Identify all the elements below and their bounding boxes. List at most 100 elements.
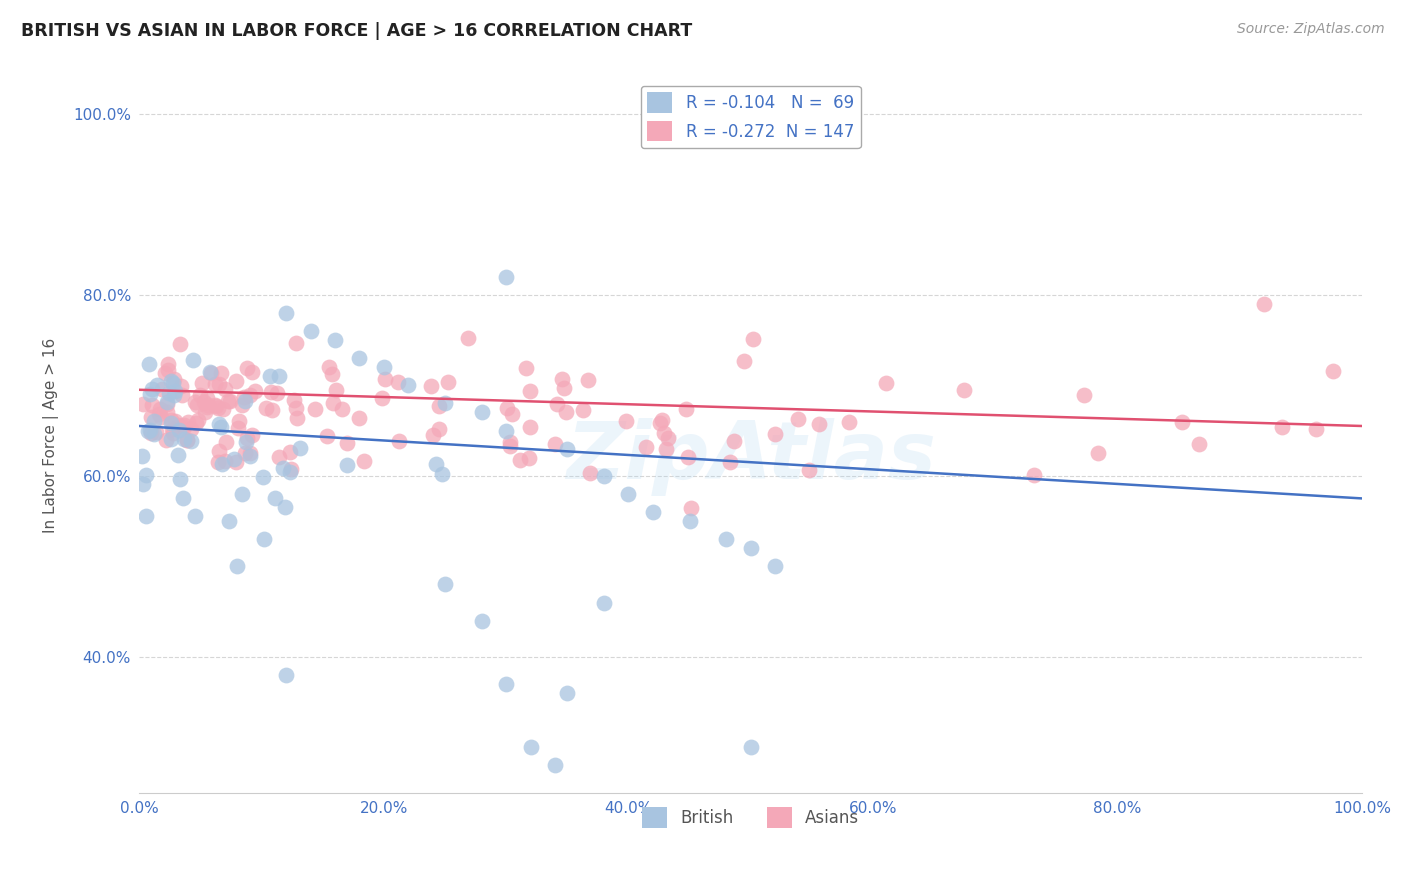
Point (142, 414, 165, 428)
Point (304, 402, 326, 417)
Point (420, 379, 443, 393)
Point (240, 365, 263, 379)
Point (131, 449, 153, 463)
Point (240, 427, 263, 442)
Point (349, 351, 371, 365)
Point (285, 410, 308, 425)
Point (519, 420, 541, 434)
Point (214, 454, 236, 468)
Point (138, 423, 160, 437)
Point (135, 509, 157, 524)
Point (336, 458, 359, 472)
Point (349, 411, 371, 425)
Point (274, 306, 297, 320)
Point (267, 450, 290, 465)
Point (593, 468, 616, 483)
Point (655, 442, 678, 457)
Point (740, 740, 762, 755)
Point (226, 559, 249, 574)
Point (208, 443, 231, 458)
Point (374, 372, 396, 386)
Point (509, 453, 531, 467)
Point (678, 514, 700, 528)
Point (650, 416, 672, 430)
Point (617, 487, 640, 501)
Point (139, 426, 162, 441)
Point (278, 465, 301, 479)
Point (207, 401, 229, 415)
Point (323, 333, 346, 347)
Point (321, 367, 343, 381)
Point (550, 371, 572, 385)
Point (156, 397, 179, 411)
Point (1305, 421, 1327, 435)
Point (167, 449, 190, 463)
Point (132, 397, 155, 411)
Point (148, 407, 170, 421)
Point (496, 401, 519, 415)
Point (740, 541, 762, 556)
Point (184, 417, 207, 431)
Point (388, 434, 411, 448)
Point (353, 453, 375, 467)
Point (252, 469, 274, 483)
Point (142, 426, 165, 441)
Point (572, 402, 595, 417)
Point (457, 330, 479, 344)
Point (373, 360, 395, 375)
Point (283, 393, 305, 408)
Point (236, 360, 259, 375)
Point (315, 429, 337, 443)
Text: ZipAtlas: ZipAtlas (565, 417, 935, 495)
Point (215, 434, 238, 449)
Point (195, 401, 218, 415)
Point (231, 398, 253, 412)
Point (225, 455, 247, 469)
Point (155, 433, 177, 447)
Point (224, 452, 246, 467)
Point (184, 508, 207, 523)
Point (765, 427, 787, 442)
Point (209, 366, 232, 380)
Point (180, 434, 202, 449)
Point (519, 740, 541, 755)
Point (787, 412, 810, 426)
Point (266, 385, 288, 400)
Point (284, 401, 307, 415)
Point (763, 559, 786, 574)
Point (190, 376, 212, 391)
Point (260, 384, 283, 399)
Point (430, 467, 453, 481)
Point (162, 371, 184, 385)
Point (259, 368, 281, 383)
Point (1188, 437, 1211, 451)
Point (167, 418, 190, 433)
Point (675, 402, 697, 417)
Point (875, 376, 897, 390)
Point (651, 413, 673, 427)
Point (208, 417, 231, 431)
Point (173, 417, 195, 432)
Point (217, 394, 239, 409)
Point (517, 450, 540, 465)
Point (160, 416, 183, 430)
Point (322, 395, 344, 409)
Point (146, 377, 169, 392)
Point (173, 420, 195, 434)
Point (425, 457, 447, 471)
Point (141, 410, 163, 425)
Point (204, 397, 226, 411)
Point (718, 455, 741, 469)
Point (186, 398, 208, 412)
Point (139, 386, 162, 401)
Point (163, 388, 186, 402)
Point (132, 476, 155, 491)
Point (198, 365, 221, 379)
Point (515, 360, 537, 375)
Point (797, 463, 820, 477)
Point (676, 450, 699, 464)
Point (135, 467, 157, 482)
Point (371, 391, 394, 405)
Point (555, 442, 578, 456)
Point (434, 396, 457, 410)
